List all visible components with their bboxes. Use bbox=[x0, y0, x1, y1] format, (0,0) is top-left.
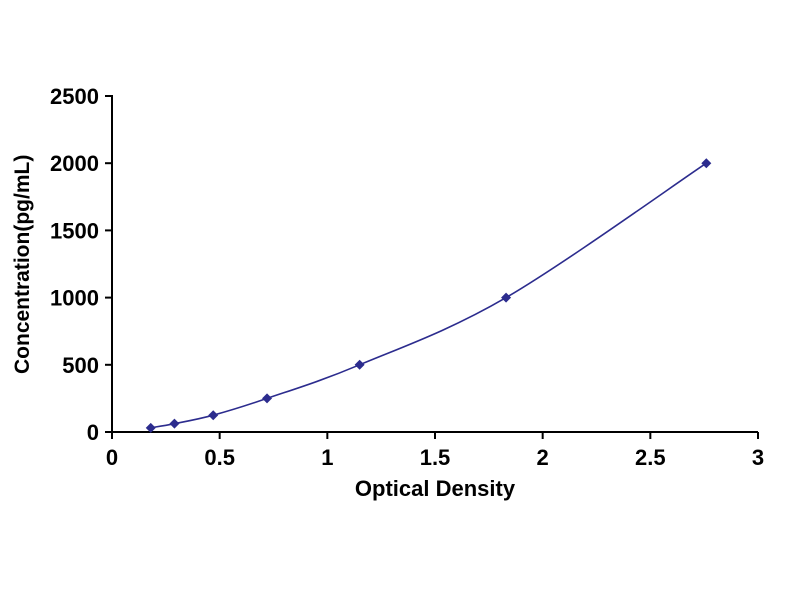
y-tick-label: 2500 bbox=[50, 84, 99, 109]
data-point-marker bbox=[501, 292, 512, 303]
y-tick-label: 1500 bbox=[50, 218, 99, 243]
x-axis-title: Optical Density bbox=[354, 476, 516, 501]
y-tick-label: 0 bbox=[87, 420, 99, 445]
x-tick-label: 2 bbox=[537, 445, 549, 470]
x-tick-label: 3 bbox=[752, 445, 764, 470]
x-tick-label: 0 bbox=[106, 445, 118, 470]
curve-line bbox=[150, 162, 707, 429]
y-tick-label: 1000 bbox=[50, 286, 99, 311]
x-tick-label: 1 bbox=[321, 445, 333, 470]
y-tick-label: 2000 bbox=[50, 151, 99, 176]
data-point-marker bbox=[701, 158, 712, 169]
data-point-marker bbox=[354, 359, 365, 370]
y-tick-label: 500 bbox=[62, 353, 99, 378]
x-tick-label: 1.5 bbox=[420, 445, 451, 470]
y-axis-title: Concentration(pg/mL) bbox=[11, 154, 34, 374]
data-point-marker bbox=[262, 393, 273, 404]
data-point-marker bbox=[208, 410, 219, 421]
x-tick-label: 0.5 bbox=[204, 445, 235, 470]
data-point-marker bbox=[169, 418, 180, 429]
x-tick-label: 2.5 bbox=[635, 445, 666, 470]
data-point-marker bbox=[145, 422, 156, 433]
